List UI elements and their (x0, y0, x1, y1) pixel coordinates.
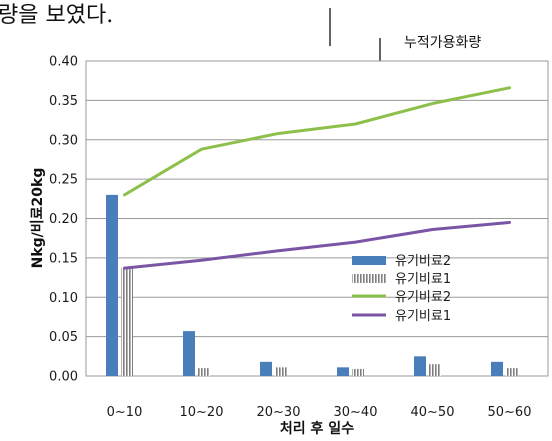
legend-label-bar-2: 유기비료1 (395, 272, 451, 287)
y-tick-label: 0.40 (49, 55, 78, 70)
x-axis-ticks: 0~10 10~20 20~30 30~40 40~50 50~60 (107, 405, 532, 420)
bar-1-1 (106, 194, 118, 376)
y-tick-label: 0.10 (49, 291, 78, 306)
x-tick-label: 10~20 (180, 405, 224, 420)
grid-lines (86, 60, 548, 338)
bar-2-2 (198, 368, 210, 376)
x-axis-title: 처리 후 일수 (280, 421, 354, 437)
y-tick-label: 0.20 (49, 212, 78, 227)
line-series-2 (123, 220, 511, 270)
bar-1-4 (337, 367, 349, 376)
bar-series (106, 194, 518, 376)
x-tick-label: 50~60 (488, 405, 532, 420)
annotation-label: 누적가용화량 (404, 35, 481, 51)
y-tick-label: 0.00 (49, 370, 78, 385)
legend-label-line-1: 유기비료2 (395, 290, 451, 305)
y-tick-label: 0.25 (49, 173, 78, 188)
page-fragment-text: 량을 보였다. (0, 3, 113, 28)
bar-2-4 (352, 368, 364, 376)
bar-1-2 (183, 331, 195, 376)
x-tick-label: 0~10 (107, 405, 143, 420)
y-tick-label: 0.30 (49, 133, 78, 148)
legend-swatch-bar-2 (352, 274, 386, 283)
bar-2-6 (506, 368, 518, 376)
x-tick-label: 20~30 (257, 405, 301, 420)
y-tick-label: 0.05 (49, 330, 78, 345)
bar-1-6 (491, 361, 503, 376)
legend-label-line-2: 유기비료1 (395, 309, 451, 324)
y-tick-label: 0.15 (49, 251, 78, 266)
bar-1-5 (414, 356, 426, 376)
line-series (123, 86, 511, 270)
y-tick-label: 0.35 (49, 94, 78, 109)
x-tick-label: 40~50 (411, 405, 455, 420)
bar-1-3 (260, 361, 272, 376)
y-axis-ticks: 0.00 0.05 0.10 0.15 0.20 0.25 0.30 0.35 0.40 (49, 55, 78, 385)
legend-swatch-bar-1 (352, 256, 386, 265)
legend: 유기비료2 유기비료1 유기비료2 유기비료1 (352, 254, 451, 324)
y-axis-title: Nkg/비료20kg (30, 168, 46, 269)
x-tick-label: 30~40 (334, 405, 378, 420)
bar-2-5 (429, 364, 441, 376)
line-series-1 (123, 86, 511, 197)
bar-2-3 (275, 367, 287, 376)
bar-2-1 (121, 268, 133, 376)
legend-label-bar-1: 유기비료2 (395, 254, 451, 269)
